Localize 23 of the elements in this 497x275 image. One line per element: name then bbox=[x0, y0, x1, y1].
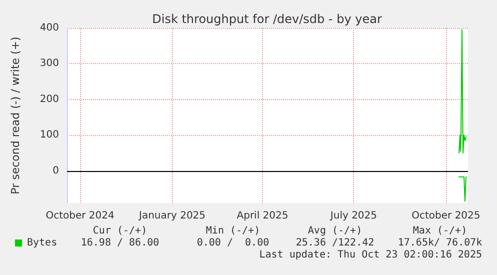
text: 17.65k/ 76.07k bbox=[398, 238, 482, 248]
x-tick-label: July 2025 bbox=[329, 210, 378, 222]
text: 16.98 / 86.00 bbox=[80, 238, 160, 248]
legend-label: Bytes bbox=[27, 238, 58, 248]
text: Max (-/+) bbox=[412, 226, 468, 236]
y-tick-label: 100 bbox=[40, 130, 59, 141]
y-tick-label: 200 bbox=[40, 94, 59, 105]
text: Cur (-/+) bbox=[92, 226, 148, 236]
x-tick-label: April 2025 bbox=[236, 210, 288, 222]
y-tick-label: 300 bbox=[40, 58, 59, 70]
text: 25.36 /122.42 bbox=[296, 238, 374, 248]
x-tick-label: October 2024 bbox=[46, 210, 114, 222]
y-tick-label: 0 bbox=[52, 165, 59, 176]
text: Avg (-/+) bbox=[308, 226, 362, 236]
text: Last update: Thu Oct 23 02:00:16 2025 bbox=[259, 250, 482, 260]
text: Min (-/+) bbox=[206, 226, 260, 236]
x-tick-label: January 2025 bbox=[138, 210, 206, 222]
chart-title: Disk throughput for /dev/sdb - by year bbox=[152, 12, 382, 26]
line-series bbox=[458, 29, 466, 154]
text: 0.00 / 0.00 bbox=[196, 238, 270, 248]
y-tick-label: 400 bbox=[40, 22, 59, 34]
x-tick-label: October 2025 bbox=[412, 210, 480, 222]
y-axis-title: Pr second read (-) / write (+) bbox=[9, 36, 22, 194]
